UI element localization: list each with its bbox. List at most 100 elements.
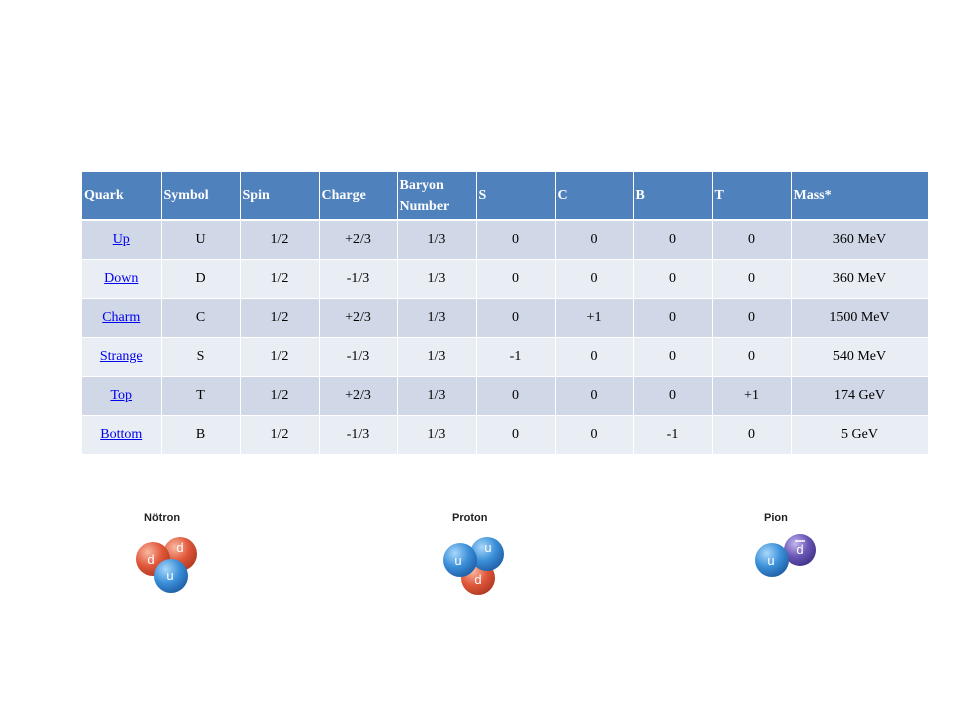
table-cell: 540 MeV <box>791 337 929 377</box>
header-mass: Mass* <box>791 172 929 221</box>
quark-letter: u <box>166 568 173 583</box>
table-row: Top T 1/2 +2/3 1/3 0 0 0 +1 174 GeV <box>82 376 929 416</box>
quark-name-cell: Up <box>82 220 162 260</box>
up-quark-ball <box>154 559 188 593</box>
table-cell: D <box>161 259 241 299</box>
table-cell: 0 <box>633 298 713 338</box>
table-cell: 1/2 <box>240 376 320 416</box>
neutron-label: Nötron <box>144 512 181 524</box>
pion-label: Pion <box>764 512 788 524</box>
table-cell: T <box>161 376 241 416</box>
table-cell: 174 GeV <box>791 376 929 416</box>
table-cell: 0 <box>633 337 713 377</box>
table-cell: 0 <box>633 259 713 299</box>
table-row: Bottom B 1/2 -1/3 1/3 0 0 -1 0 5 GeV <box>82 415 929 455</box>
table-header-row: Quark Symbol Spin Charge Baryon Number S… <box>82 172 929 221</box>
table-cell: S <box>161 337 241 377</box>
table-cell: +1 <box>712 376 792 416</box>
table-cell: 0 <box>476 376 556 416</box>
quark-name-cell: Top <box>82 376 162 416</box>
quark-letter: d <box>176 540 183 555</box>
header-spin: Spin <box>240 172 320 221</box>
table-cell: B <box>161 415 241 455</box>
up-quark-ball <box>470 537 504 571</box>
pion-diagram: Pion d u <box>744 508 828 598</box>
table-cell: 0 <box>555 259 634 299</box>
table-cell: 0 <box>476 415 556 455</box>
quark-link-up[interactable]: Up <box>112 232 130 247</box>
table-cell: 360 MeV <box>791 220 929 260</box>
quark-letter: d <box>796 542 803 557</box>
table-cell: -1 <box>633 415 713 455</box>
table-cell: 360 MeV <box>791 259 929 299</box>
header-baryon-number: Baryon Number <box>397 172 477 221</box>
table-cell: 0 <box>555 415 634 455</box>
quark-letter: u <box>484 540 491 555</box>
table-cell: 5 GeV <box>791 415 929 455</box>
table-cell: 0 <box>633 220 713 260</box>
quark-link-charm[interactable]: Charm <box>102 310 141 325</box>
table-cell: 0 <box>476 220 556 260</box>
quark-name-cell: Down <box>82 259 162 299</box>
table-cell: 1/2 <box>240 415 320 455</box>
table-cell: 1/3 <box>397 259 477 299</box>
table-cell: 0 <box>476 259 556 299</box>
quark-letter: d <box>147 552 154 567</box>
table-cell: 1/3 <box>397 376 477 416</box>
neutron-diagram: Nötron d d u <box>126 508 210 598</box>
quark-name-cell: Bottom <box>82 415 162 455</box>
quark-name-cell: Strange <box>82 337 162 377</box>
table-cell: 1/2 <box>240 298 320 338</box>
table-cell: 1500 MeV <box>791 298 929 338</box>
header-quark: Quark <box>82 172 162 221</box>
table-cell: 0 <box>555 376 634 416</box>
table-cell: -1 <box>476 337 556 377</box>
table-cell: U <box>161 220 241 260</box>
header-topness: T <box>712 172 792 221</box>
table-cell: 1/3 <box>397 415 477 455</box>
table-cell: -1/3 <box>319 415 398 455</box>
table-cell: 1/2 <box>240 337 320 377</box>
pion-quarks-icon: d u <box>755 534 816 577</box>
table-cell: 1/2 <box>240 259 320 299</box>
table-cell: +1 <box>555 298 634 338</box>
quark-letter: u <box>454 553 461 568</box>
quark-link-bottom[interactable]: Bottom <box>100 427 143 442</box>
proton-label: Proton <box>452 512 488 524</box>
table-cell: 0 <box>555 220 634 260</box>
quark-link-down[interactable]: Down <box>104 271 139 286</box>
table-cell: 0 <box>712 337 792 377</box>
table-row: Down D 1/2 -1/3 1/3 0 0 0 0 360 MeV <box>82 259 929 299</box>
table-cell: +2/3 <box>319 298 398 338</box>
quark-letter: u <box>767 553 774 568</box>
table-row: Charm C 1/2 +2/3 1/3 0 +1 0 0 1500 MeV <box>82 298 929 338</box>
table-cell: 0 <box>476 298 556 338</box>
quark-link-top[interactable]: Top <box>110 388 133 403</box>
quark-link-strange[interactable]: Strange <box>99 349 143 364</box>
table-cell: 1/2 <box>240 220 320 260</box>
header-charm: C <box>555 172 634 221</box>
neutron-quarks-icon: d d u <box>136 537 197 593</box>
table-row: Up U 1/2 +2/3 1/3 0 0 0 0 360 MeV <box>82 220 929 260</box>
up-quark-ball <box>443 543 477 577</box>
table-cell: 0 <box>712 259 792 299</box>
header-symbol: Symbol <box>161 172 241 221</box>
table-cell: -1/3 <box>319 337 398 377</box>
quark-name-cell: Charm <box>82 298 162 338</box>
table-cell: 0 <box>633 376 713 416</box>
header-strangeness: S <box>476 172 556 221</box>
table-cell: 0 <box>712 220 792 260</box>
quark-table: Quark Symbol Spin Charge Baryon Number S… <box>82 172 929 455</box>
up-quark-ball <box>755 543 789 577</box>
table-cell: 1/3 <box>397 220 477 260</box>
table-cell: 0 <box>555 337 634 377</box>
table-cell: 1/3 <box>397 337 477 377</box>
table-cell: 1/3 <box>397 298 477 338</box>
proton-diagram: Proton u u d <box>432 508 516 598</box>
table-cell: C <box>161 298 241 338</box>
header-bottomness: B <box>633 172 713 221</box>
header-charge: Charge <box>319 172 398 221</box>
table-cell: +2/3 <box>319 220 398 260</box>
proton-quarks-icon: u u d <box>443 537 504 595</box>
table-row: Strange S 1/2 -1/3 1/3 -1 0 0 0 540 MeV <box>82 337 929 377</box>
